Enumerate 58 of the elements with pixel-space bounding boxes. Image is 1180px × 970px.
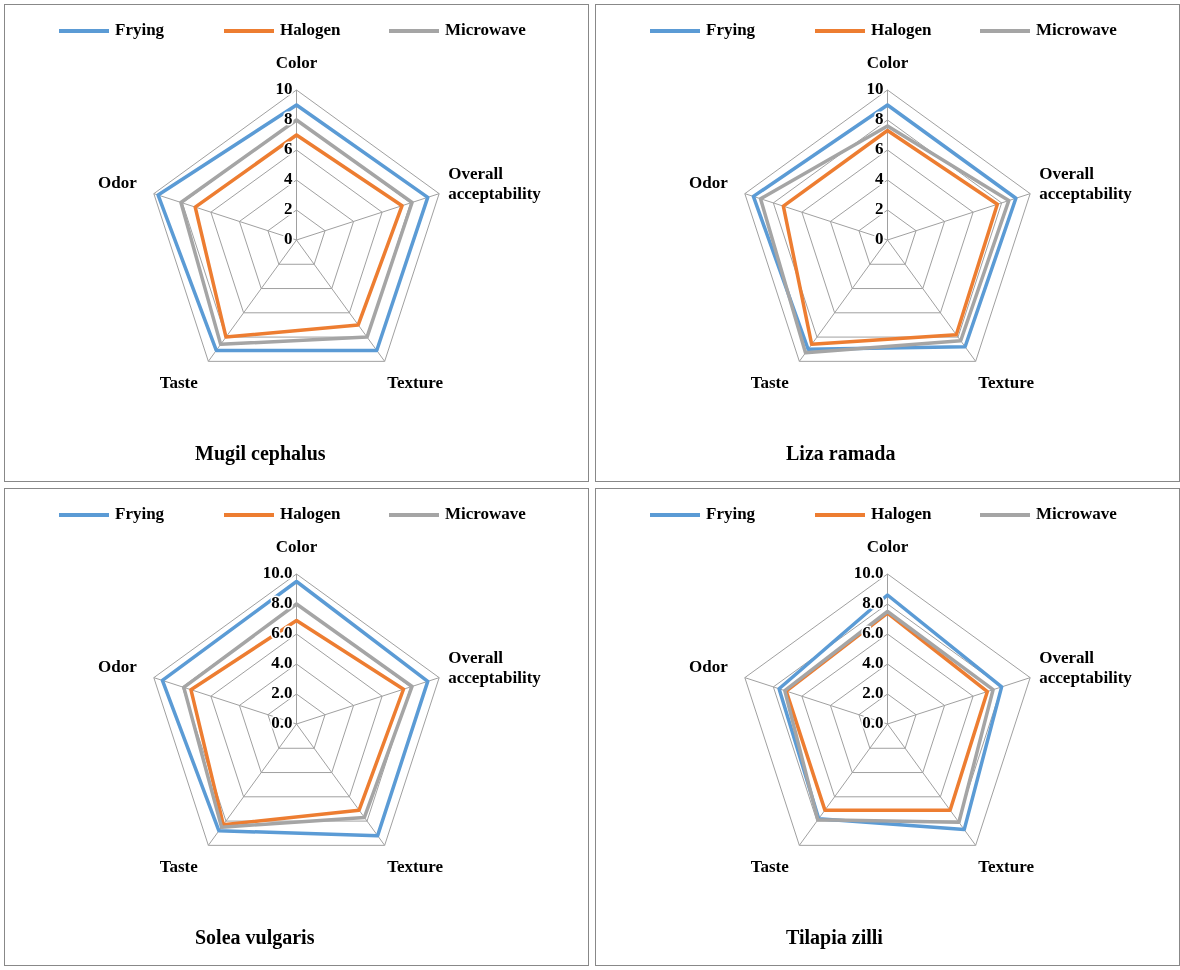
legend-label: Frying <box>706 19 756 39</box>
y-tick-label: 10.0 <box>262 562 293 582</box>
text: Liza ramada <box>786 442 896 464</box>
y-tick-label: 6 <box>875 138 884 158</box>
spoke-label: Taste <box>750 372 790 392</box>
spoke-label: Texture <box>387 856 444 876</box>
spoke-label: Overall acceptability <box>448 648 542 688</box>
y-tick-label: 10 <box>275 78 293 98</box>
y-tick-label: 4.0 <box>862 652 884 672</box>
y-tick-label: 2 <box>875 198 884 218</box>
text: Mugil cephalus <box>195 442 326 465</box>
spoke-label: Color <box>275 537 318 556</box>
legend-label: Halogen <box>871 19 932 39</box>
y-tick-label: 2 <box>284 198 293 218</box>
spoke-label: Overall acceptability <box>1039 164 1133 204</box>
spoke-label: Overall acceptability <box>448 164 542 204</box>
spoke-label: Color <box>866 53 909 72</box>
y-tick-label: 6.0 <box>862 622 884 642</box>
y-tick-label: 6 <box>284 138 293 158</box>
spoke-label: Taste <box>750 856 790 876</box>
spoke-label: Texture <box>387 372 444 392</box>
legend-label: Microwave <box>1036 503 1118 523</box>
y-tick-label: 4 <box>284 168 293 188</box>
y-tick-label: 0.0 <box>271 712 293 732</box>
spoke-label: Taste <box>159 372 199 392</box>
text: Tilapia zilli <box>786 926 884 949</box>
spoke-label: Odor <box>97 173 138 193</box>
spoke-label: Texture <box>978 372 1035 392</box>
spoke-label: Overall acceptability <box>1039 648 1133 688</box>
spoke-label: Odor <box>688 173 729 193</box>
y-tick-label: 10 <box>866 78 884 98</box>
spoke-label: Texture <box>978 856 1035 876</box>
y-tick-label: 8.0 <box>271 592 293 612</box>
spoke-label: Odor <box>97 657 138 677</box>
legend-label: Frying <box>115 503 165 523</box>
legend-label: Frying <box>706 503 756 523</box>
y-tick-label: 0 <box>875 228 884 248</box>
y-tick-label: 0 <box>284 228 293 248</box>
spoke-label: Odor <box>688 657 729 677</box>
y-tick-label: 2.0 <box>271 682 293 702</box>
y-tick-label: 10.0 <box>853 562 884 582</box>
spoke-label: Taste <box>159 856 199 876</box>
y-tick-label: 8 <box>284 108 293 128</box>
legend-label: Frying <box>115 19 165 39</box>
spoke-label: Color <box>866 537 909 556</box>
y-tick-label: 4 <box>875 168 884 188</box>
y-tick-label: 0.0 <box>862 712 884 732</box>
legend-label: Halogen <box>871 503 932 523</box>
legend-label: Halogen <box>280 19 341 39</box>
legend-label: Microwave <box>445 19 527 39</box>
y-tick-label: 8 <box>875 108 884 128</box>
text: Solea vulgaris <box>195 926 315 949</box>
legend-label: Halogen <box>280 503 341 523</box>
legend-label: Microwave <box>445 503 527 523</box>
y-tick-label: 2.0 <box>862 682 884 702</box>
legend-label: Microwave <box>1036 19 1118 39</box>
spoke-label: Color <box>275 53 318 72</box>
y-tick-label: 4.0 <box>271 652 293 672</box>
